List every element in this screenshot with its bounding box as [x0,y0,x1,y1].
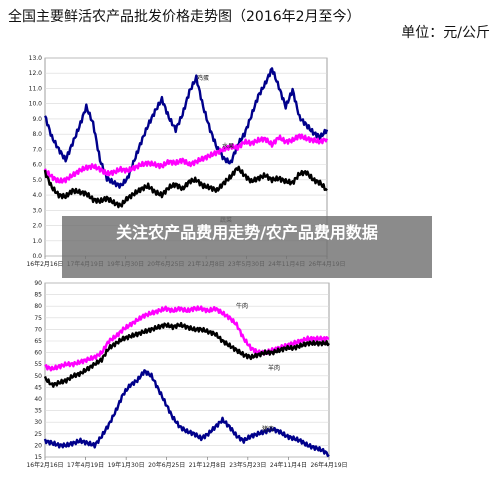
y-tick-label: 70 [34,326,42,333]
y-tick-label: 25 [34,431,42,438]
y-tick-label: 4.0 [32,192,42,199]
y-tick-label: 0.0 [32,253,42,260]
y-tick-label: 7.0 [32,146,42,153]
x-tick-label: 26年4月19日 [310,461,347,469]
y-tick-label: 75 [34,315,42,322]
series-annotation: 牛肉 [236,302,248,310]
y-tick-label: 1.0 [32,238,42,245]
y-tick-label: 90 [34,280,42,287]
unit-label: 单位：元/公斤 [401,25,490,41]
y-tick-label: 3.0 [32,207,42,214]
y-tick-label: 9.0 [32,116,42,123]
y-tick-label: 5.0 [32,177,42,184]
series-annotation: 水果 [222,142,234,150]
y-tick-label: 50 [34,373,42,380]
y-tick-label: 85 [34,292,42,299]
x-tick-label: 16年2月16日 [26,461,63,469]
series-annotation: 鸡蛋 [197,74,209,82]
y-tick-label: 8.0 [32,131,42,138]
y-tick-label: 35 [34,408,42,415]
series-line-2 [43,133,329,184]
x-tick-label: 21年12月8日 [189,461,226,469]
y-tick-label: 80 [34,303,42,310]
y-tick-label: 15 [34,454,42,461]
x-tick-label: 16年2月16日 [26,260,63,268]
series-line-2 [43,321,330,388]
series-line-3 [43,165,328,209]
y-tick-label: 13.0 [29,55,43,62]
y-tick-label: 2.0 [32,223,42,230]
y-tick-label: 6.0 [32,162,42,169]
y-tick-label: 60 [34,350,42,357]
x-tick-label: 24年11月4日 [270,461,307,469]
y-tick-label: 40 [34,396,42,403]
y-tick-label: 55 [34,361,42,368]
series-annotation: 猪肉 [262,425,274,433]
series-line-3 [43,369,330,458]
series-line-1 [44,305,330,372]
x-tick-label: 20年6月25日 [148,461,185,469]
watermark-overlay: 关注农产品费用走势/农产品费用数据 [62,216,432,278]
y-tick-label: 12.0 [29,70,43,77]
x-tick-label: 23年5月23日 [229,461,266,469]
y-tick-label: 30 [34,419,42,426]
y-tick-label: 65 [34,338,42,345]
series-line-1 [43,67,329,189]
x-tick-label: 19年1月30日 [108,461,145,469]
y-tick-label: 45 [34,384,42,391]
y-tick-label: 11.0 [29,85,43,92]
page-title: 全国主要鲜活农产品批发价格走势图（2016年2月至今） [8,9,361,25]
y-tick-label: 10.0 [29,101,43,108]
x-tick-label: 17年4月19日 [67,461,104,469]
series-annotation: 羊肉 [268,364,280,372]
chart-meat: 15 20 25 30 35 40 45 50 55 60 65 70 75 80 85 90 16年2月16日… [26,280,347,469]
y-tick-label: 20 [34,442,42,449]
